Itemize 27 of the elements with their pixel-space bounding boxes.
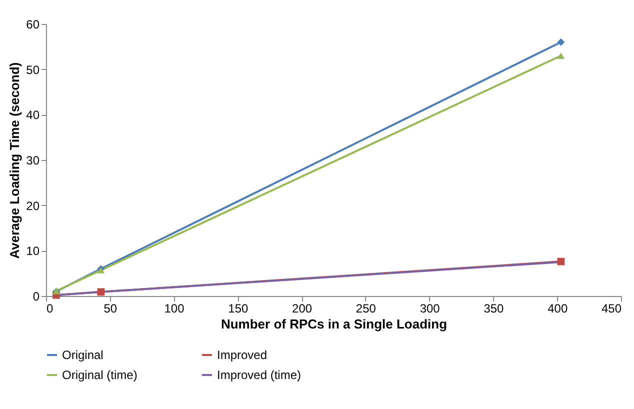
y-tick-label: 0	[32, 290, 40, 304]
x-tick-label: 150	[228, 302, 248, 316]
x-tick-label: 300	[420, 302, 440, 316]
y-axis-title: Average Loading Time (second)	[7, 62, 22, 259]
y-tick-label: 10	[26, 244, 40, 258]
x-tick-label: 100	[164, 302, 185, 316]
x-tick-label: 250	[356, 302, 376, 316]
point	[557, 52, 565, 59]
x-tick-label: 50	[104, 302, 118, 316]
legend-label: Original (time)	[62, 368, 138, 382]
point	[557, 258, 565, 266]
legend-label: Improved	[217, 348, 268, 362]
x-tick-label: 0	[46, 302, 54, 316]
x-axis-title: Number of RPCs in a Single Loading	[220, 316, 448, 332]
y-tick-label: 60	[26, 18, 40, 32]
y-tick-label: 20	[26, 198, 40, 213]
x-tick-label: 450	[601, 302, 622, 316]
x-tick-label: 200	[292, 302, 312, 316]
x-tick-label: 400	[548, 302, 568, 316]
legend-label: Improved (time)	[217, 368, 302, 382]
y-tick-label: 50	[26, 62, 40, 77]
point	[97, 288, 105, 296]
y-tick-label: 40	[26, 108, 40, 122]
point	[557, 38, 565, 46]
y-tick-label: 30	[26, 154, 40, 168]
x-tick-label: 350	[484, 302, 504, 316]
legend-label: Original	[62, 348, 104, 362]
